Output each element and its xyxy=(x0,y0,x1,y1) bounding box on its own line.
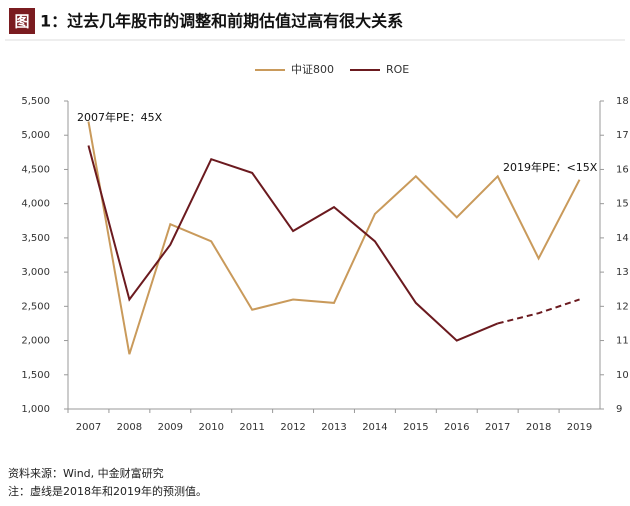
y-tick-label: 1,000 xyxy=(21,404,50,415)
series-line xyxy=(497,298,580,325)
legend-label: ROE xyxy=(386,63,409,76)
x-tick-label: 2019 xyxy=(567,422,592,433)
y-tick-label: 2,500 xyxy=(21,301,50,312)
x-tick-label: 2013 xyxy=(321,422,346,433)
y-tick-label: 2,000 xyxy=(21,336,50,347)
source: 资料来源：Wind, 中金财富研究 xyxy=(8,466,164,480)
y-tick-label: 3,000 xyxy=(21,267,50,278)
x-tick-label: 2010 xyxy=(199,422,224,433)
note: 注：虚线是2018年和2019年的预测值。 xyxy=(8,484,207,498)
y2-tick-label: 12 xyxy=(616,301,629,312)
y2-tick-label: 16 xyxy=(616,164,629,175)
series-line xyxy=(87,145,499,342)
y-tick-label: 4,000 xyxy=(21,199,50,210)
x-tick-label: 2009 xyxy=(158,422,183,433)
badge: 图 xyxy=(14,13,29,31)
y-tick-label: 5,500 xyxy=(21,96,50,107)
y2-tick-label: 13 xyxy=(616,267,629,278)
y2-tick-label: 10 xyxy=(616,370,629,381)
y-tick-label: 3,500 xyxy=(21,233,50,244)
x-tick-label: 2015 xyxy=(403,422,428,433)
y2-tick-label: 11 xyxy=(616,336,629,347)
badge-box xyxy=(9,8,35,34)
y2-tick-label: 9 xyxy=(616,404,622,415)
x-tick-label: 2011 xyxy=(239,422,264,433)
y2-tick-label: 17 xyxy=(616,130,629,141)
series-line xyxy=(87,121,581,355)
x-tick-label: 2017 xyxy=(485,422,510,433)
y-tick-label: 1,500 xyxy=(21,370,50,381)
y2-tick-label: 15 xyxy=(616,199,629,210)
x-tick-label: 2007 xyxy=(76,422,101,433)
x-tick-label: 2016 xyxy=(444,422,469,433)
x-tick-label: 2014 xyxy=(362,422,387,433)
annotation: 2007年PE：45X xyxy=(77,110,163,124)
title: 1：过去几年股市的调整和前期估值过高有很大关系 xyxy=(40,12,403,31)
legend-label: 中证800 xyxy=(291,63,334,76)
x-tick-label: 2018 xyxy=(526,422,551,433)
y2-tick-label: 14 xyxy=(616,233,629,244)
x-tick-label: 2008 xyxy=(117,422,142,433)
y-tick-label: 5,000 xyxy=(21,130,50,141)
annotation: 2019年PE：<15X xyxy=(503,160,598,174)
y-tick-label: 4,500 xyxy=(21,164,50,175)
x-tick-label: 2012 xyxy=(280,422,305,433)
y2-tick-label: 18 xyxy=(616,96,629,107)
